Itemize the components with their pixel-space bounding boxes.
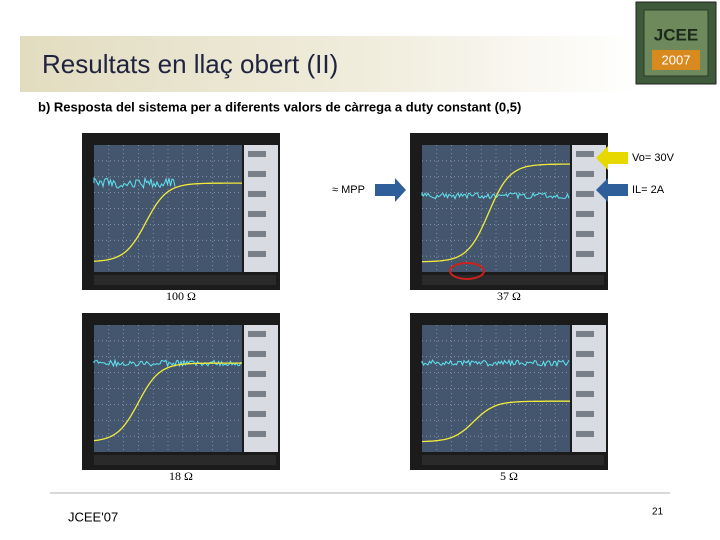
title: Resultats en llaç obert (II) [42, 49, 338, 79]
scope-menu-item [248, 231, 266, 237]
footer-left: JCEE'07 [68, 509, 118, 524]
logo-name: JCEE [654, 25, 698, 44]
scope-label: 100 Ω [166, 289, 196, 303]
scope-menu-item [576, 351, 594, 357]
scope-menu-item [248, 371, 266, 377]
scope-grid-area [422, 325, 570, 452]
scope-label: 5 Ω [500, 469, 518, 483]
scope-status-bar [94, 455, 276, 465]
scope-menu-item [576, 151, 594, 157]
subtitle: b) Resposta del sistema per a diferents … [38, 99, 521, 114]
scope-menu-item [576, 371, 594, 377]
vo-label: Vo= 30V [632, 152, 675, 164]
scope-menu-item [576, 431, 594, 437]
scope-screen: 100 Ω [82, 133, 280, 303]
scope-menu-item [576, 251, 594, 257]
scope-menu-item [248, 171, 266, 177]
scope-menu-item [248, 211, 266, 217]
scope-status-bar [94, 275, 276, 285]
scope-menu-item [576, 391, 594, 397]
scope-menu-item [248, 331, 266, 337]
scope-screen: 5 Ω [410, 313, 608, 483]
scope-menu-item [576, 411, 594, 417]
mpp-arrow [375, 178, 406, 202]
scope-status-bar [422, 275, 604, 285]
scope-menu-item [248, 251, 266, 257]
scope-menu-item [248, 191, 266, 197]
scope-grid-area [94, 145, 242, 272]
scope-label: 37 Ω [497, 289, 521, 303]
scope-menu-item [576, 171, 594, 177]
scope-menu-item [248, 411, 266, 417]
scope-menu-item [248, 431, 266, 437]
scope-screen: 37 Ω [410, 133, 608, 303]
il-label: IL= 2A [632, 184, 665, 196]
logo-year: 2007 [662, 52, 691, 67]
page-number: 21 [652, 507, 664, 518]
scope-menu-item [576, 331, 594, 337]
scope-menu-item [576, 191, 594, 197]
mpp-label: ≈ MPP [332, 184, 365, 196]
scope-menu-item [576, 231, 594, 237]
scope-status-bar [422, 455, 604, 465]
scope-menu-item [248, 391, 266, 397]
scope-menu-item [248, 151, 266, 157]
logo: JCEE 2007 [636, 2, 716, 84]
scope-label: 18 Ω [169, 469, 193, 483]
scope-menu-item [576, 211, 594, 217]
scope-menu-item [248, 351, 266, 357]
scope-screen: 18 Ω [82, 313, 280, 483]
